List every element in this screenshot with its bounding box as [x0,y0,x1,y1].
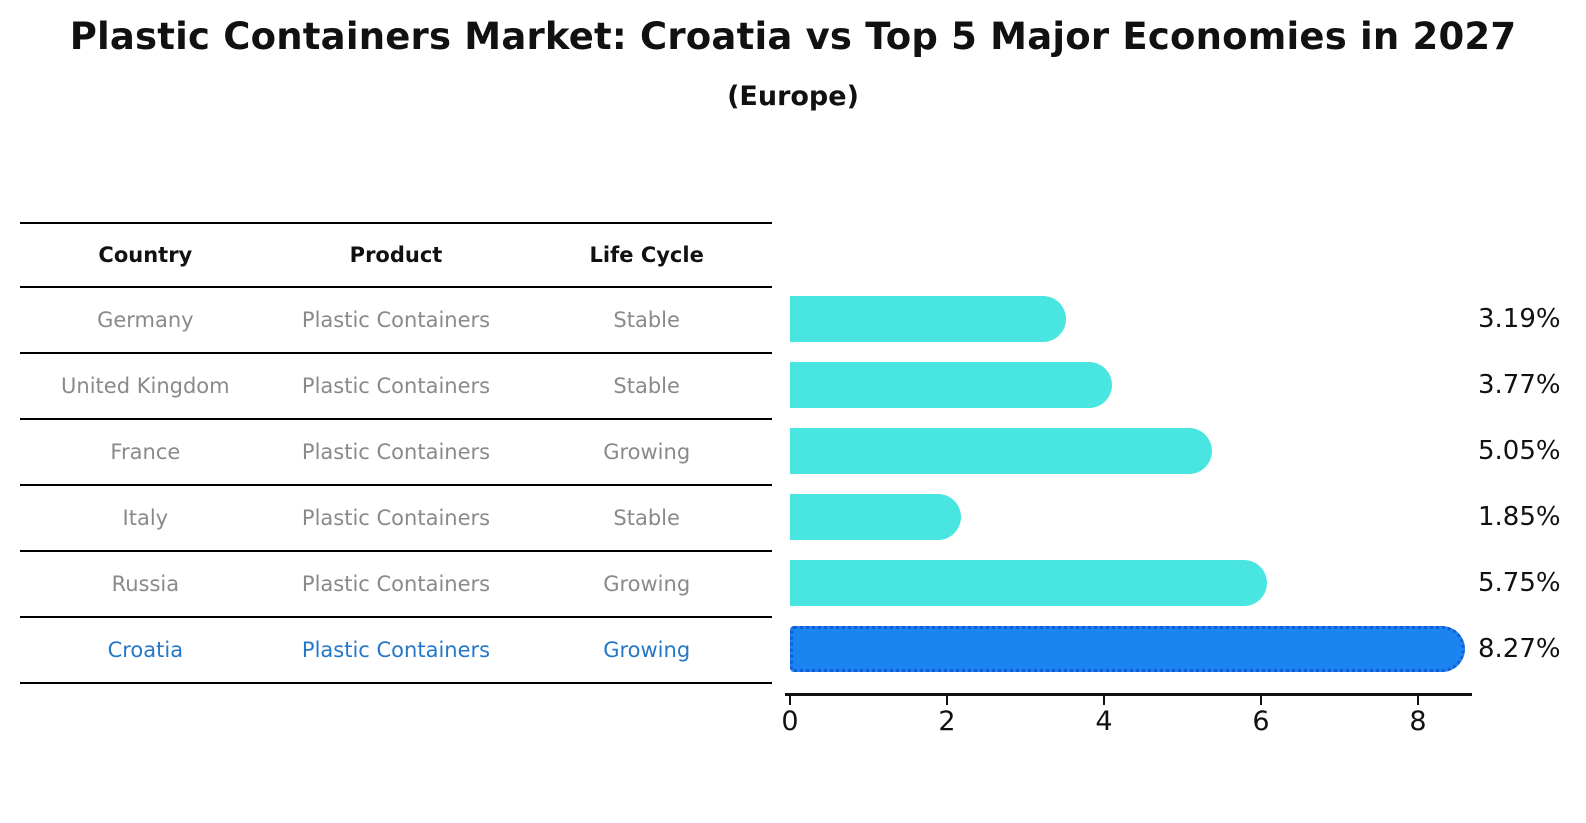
table-row-germany: Germany Plastic Containers Stable [20,288,772,354]
table-body: Germany Plastic Containers Stable United Ki… [20,288,772,684]
value-label-germany: 3.19% [1478,304,1561,334]
table-row-france: France Plastic Containers Growing [20,420,772,486]
x-tick-label-8: 8 [1409,706,1427,737]
table-row-united-kingdom: United Kingdom Plastic Containers Stable [20,354,772,420]
bar-germany [790,296,1066,342]
chart-title: Plastic Containers Market: Croatia vs To… [69,15,1517,58]
table-row-croatia: Croatia Plastic Containers Growing [20,618,772,684]
table-header-row: Country Product Life Cycle [20,222,772,288]
cell-country: Germany [97,308,194,332]
cell-product: Plastic Containers [301,308,491,332]
cell-country: Russia [111,572,180,596]
bar-croatia [790,626,1465,672]
cell-life-cycle: Growing [603,440,691,464]
x-tick-mark-6 [1260,696,1262,705]
x-tick-mark-2 [946,696,948,705]
cell-country: United Kingdom [61,374,230,398]
cell-life-cycle: Stable [613,308,680,332]
table-row-russia: Russia Plastic Containers Growing [20,552,772,618]
value-label-italy: 1.85% [1478,502,1561,532]
cell-product: Plastic Containers [301,506,491,530]
cell-life-cycle: Growing [603,572,691,596]
cell-country: France [110,440,181,464]
column-header-life-cycle: Life Cycle [589,243,704,267]
x-tick-label-0: 0 [781,706,799,737]
value-label-croatia: 8.27% [1478,634,1561,664]
cell-product: Plastic Containers [301,638,491,662]
x-tick-label-2: 2 [938,706,956,737]
value-label-france: 5.05% [1478,436,1561,466]
x-tick-label-4: 4 [1095,706,1113,737]
cell-life-cycle: Stable [613,506,680,530]
x-tick-label-6: 6 [1252,706,1270,737]
cell-product: Plastic Containers [301,374,491,398]
table-row-italy: Italy Plastic Containers Stable [20,486,772,552]
cell-country: Italy [122,506,169,530]
x-axis-line [785,693,1472,696]
x-tick-mark-4 [1103,696,1105,705]
bar-russia [790,560,1267,606]
cell-country: Croatia [107,638,184,662]
bar-italy [790,494,961,540]
cell-life-cycle: Stable [613,374,680,398]
x-tick-mark-8 [1417,696,1419,705]
x-tick-mark-0 [789,696,791,705]
column-header-country: Country [98,243,193,267]
bar-france [790,428,1212,474]
bar-united-kingdom [790,362,1112,408]
cell-life-cycle: Growing [603,638,691,662]
value-label-united-kingdom: 3.77% [1478,370,1561,400]
chart-subtitle: (Europe) [727,81,859,112]
cell-product: Plastic Containers [301,440,491,464]
column-header-product: Product [349,243,443,267]
comparison-table: Country Product Life Cycle Germany Plasti… [20,222,772,684]
cell-product: Plastic Containers [301,572,491,596]
value-label-russia: 5.75% [1478,568,1561,598]
